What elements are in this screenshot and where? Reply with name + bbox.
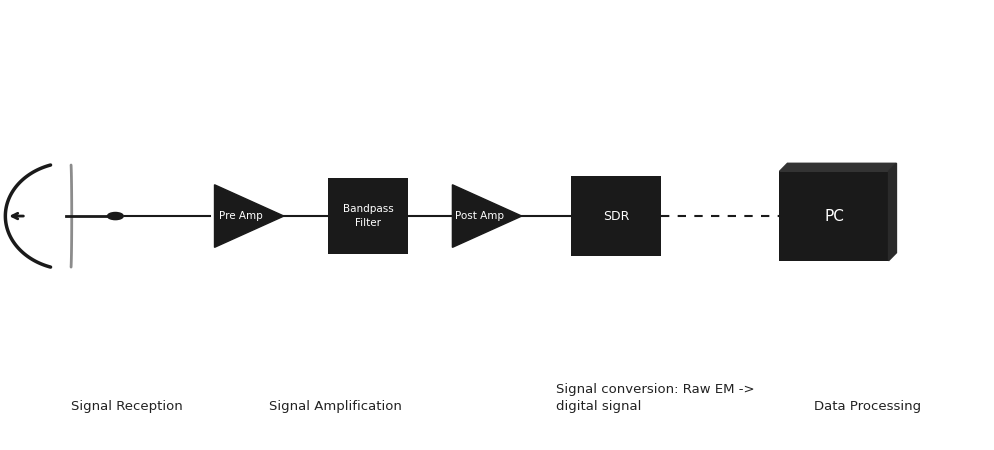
Text: SDR: SDR — [602, 210, 629, 223]
Polygon shape — [452, 185, 522, 248]
Text: Signal conversion: Raw EM ->
digital signal: Signal conversion: Raw EM -> digital sig… — [557, 383, 755, 413]
Text: Pre Amp: Pre Amp — [220, 211, 263, 221]
Text: Data Processing: Data Processing — [814, 400, 921, 413]
Polygon shape — [215, 185, 284, 248]
Polygon shape — [779, 163, 897, 171]
Text: PC: PC — [824, 208, 844, 224]
FancyBboxPatch shape — [328, 178, 408, 254]
Text: Signal Reception: Signal Reception — [71, 400, 183, 413]
Text: Signal Amplification: Signal Amplification — [269, 400, 402, 413]
FancyBboxPatch shape — [572, 176, 661, 256]
Text: Bandpass
Filter: Bandpass Filter — [343, 204, 394, 228]
Circle shape — [107, 212, 123, 220]
Polygon shape — [889, 163, 897, 261]
FancyBboxPatch shape — [779, 171, 889, 261]
Text: Post Amp: Post Amp — [454, 211, 504, 221]
